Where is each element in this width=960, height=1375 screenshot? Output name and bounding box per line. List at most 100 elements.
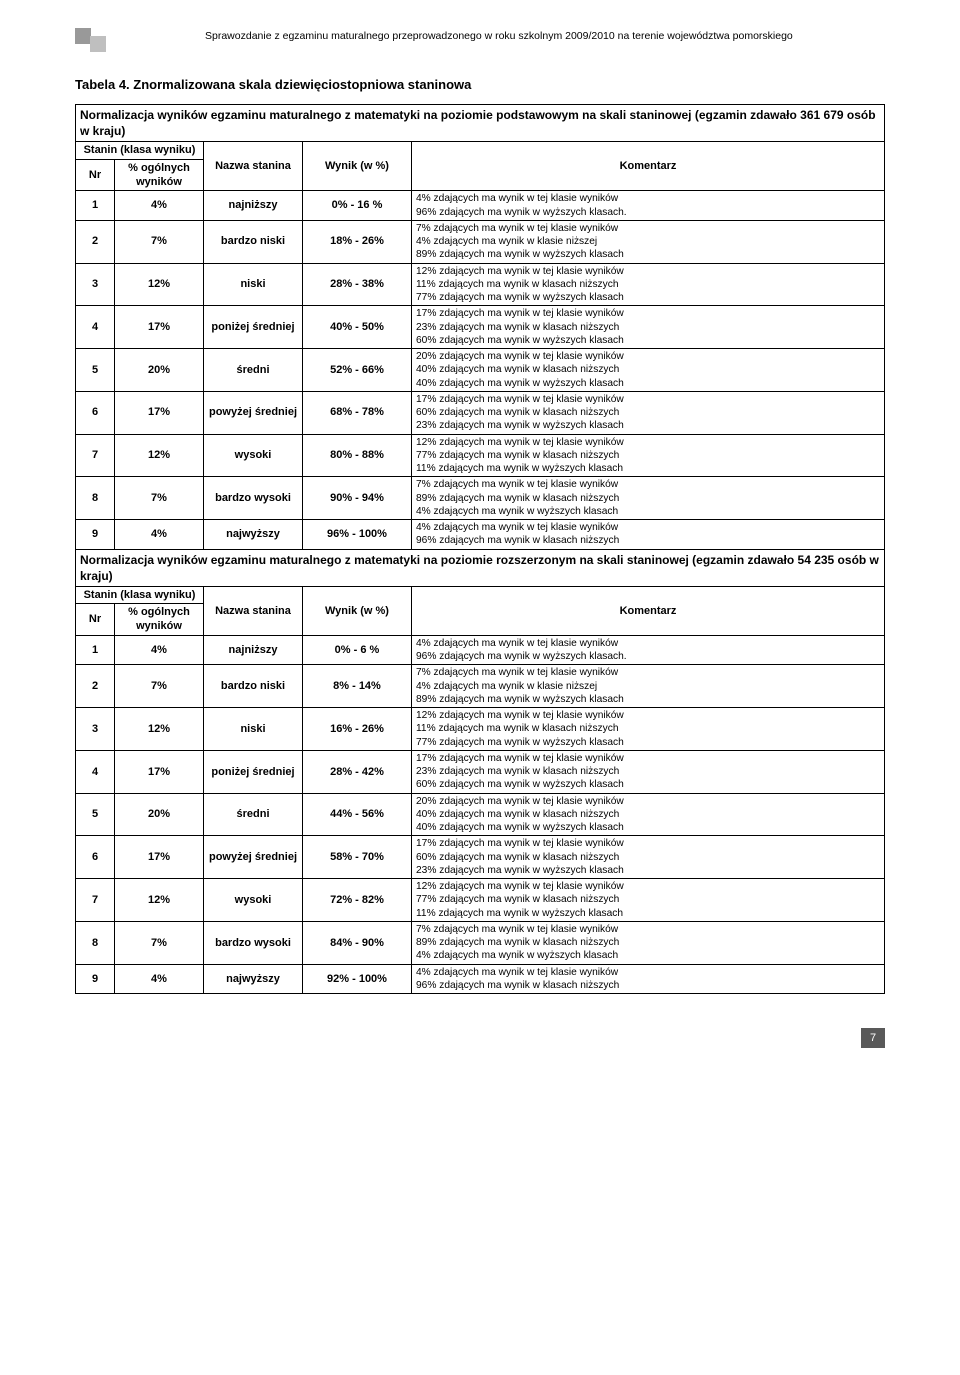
- cell-wynik: 16% - 26%: [303, 708, 412, 751]
- cell-wynik: 90% - 94%: [303, 477, 412, 520]
- cell-pct: 20%: [115, 349, 204, 392]
- table-title: Tabela 4. Znormalizowana skala dziewięci…: [75, 77, 885, 92]
- col-komentarz: Komentarz: [412, 142, 885, 191]
- page-footer: 7: [75, 1024, 885, 1048]
- cell-nazwa: bardzo wysoki: [204, 477, 303, 520]
- cell-pct: 4%: [115, 964, 204, 994]
- cell-komentarz: 12% zdających ma wynik w tej klasie wyni…: [412, 263, 885, 306]
- table-row: 312%niski28% - 38%12% zdających ma wynik…: [76, 263, 885, 306]
- cell-nr: 8: [76, 921, 115, 964]
- cell-komentarz: 7% zdających ma wynik w tej klasie wynik…: [412, 665, 885, 708]
- table-row: 87%bardzo wysoki90% - 94%7% zdających ma…: [76, 477, 885, 520]
- cell-nr: 3: [76, 263, 115, 306]
- cell-komentarz: 4% zdających ma wynik w tej klasie wynik…: [412, 964, 885, 994]
- section2-heading: Normalizacja wyników egzaminu maturalneg…: [75, 550, 885, 586]
- cell-pct: 17%: [115, 391, 204, 434]
- cell-nazwa: niski: [204, 708, 303, 751]
- table-row: 27%bardzo niski8% - 14%7% zdających ma w…: [76, 665, 885, 708]
- cell-komentarz: 17% zdających ma wynik w tej klasie wyni…: [412, 836, 885, 879]
- cell-wynik: 0% - 6 %: [303, 635, 412, 665]
- cell-nazwa: niski: [204, 263, 303, 306]
- cell-pct: 4%: [115, 520, 204, 550]
- cell-nazwa: bardzo wysoki: [204, 921, 303, 964]
- cell-nr: 9: [76, 520, 115, 550]
- cell-wynik: 84% - 90%: [303, 921, 412, 964]
- cell-nazwa: bardzo niski: [204, 220, 303, 263]
- col-komentarz-2: Komentarz: [412, 586, 885, 635]
- cell-nr: 3: [76, 708, 115, 751]
- cell-pct: 7%: [115, 921, 204, 964]
- col-nazwa: Nazwa stanina: [204, 142, 303, 191]
- cell-pct: 12%: [115, 434, 204, 477]
- table-row: 417%poniżej średniej28% - 42%17% zdający…: [76, 750, 885, 793]
- table-row: 520%średni52% - 66%20% zdających ma wyni…: [76, 349, 885, 392]
- cell-pct: 4%: [115, 635, 204, 665]
- cell-komentarz: 17% zdających ma wynik w tej klasie wyni…: [412, 750, 885, 793]
- cell-nr: 2: [76, 220, 115, 263]
- cell-wynik: 0% - 16 %: [303, 191, 412, 221]
- cell-nazwa: poniżej średniej: [204, 750, 303, 793]
- cell-komentarz: 12% zdających ma wynik w tej klasie wyni…: [412, 434, 885, 477]
- table-row: 94%najwyższy96% - 100%4% zdających ma wy…: [76, 520, 885, 550]
- col-wynik-2: Wynik (w %): [303, 586, 412, 635]
- cell-nazwa: najwyższy: [204, 964, 303, 994]
- col-stanin: Stanin (klasa wyniku): [76, 142, 204, 159]
- cell-nazwa: bardzo niski: [204, 665, 303, 708]
- cell-nr: 4: [76, 306, 115, 349]
- cell-wynik: 8% - 14%: [303, 665, 412, 708]
- cell-nr: 4: [76, 750, 115, 793]
- page-number: 7: [861, 1028, 885, 1048]
- cell-komentarz: 4% zdających ma wynik w tej klasie wynik…: [412, 520, 885, 550]
- cell-pct: 7%: [115, 477, 204, 520]
- cell-nr: 1: [76, 191, 115, 221]
- cell-komentarz: 12% zdających ma wynik w tej klasie wyni…: [412, 879, 885, 922]
- col-pct: % ogólnych wyników: [115, 159, 204, 191]
- cell-pct: 20%: [115, 793, 204, 836]
- col-wynik: Wynik (w %): [303, 142, 412, 191]
- cell-nazwa: średni: [204, 793, 303, 836]
- cell-komentarz: 4% zdających ma wynik w tej klasie wynik…: [412, 191, 885, 221]
- table-row: 312%niski16% - 26%12% zdających ma wynik…: [76, 708, 885, 751]
- cell-komentarz: 17% zdających ma wynik w tej klasie wyni…: [412, 306, 885, 349]
- header-decoration: [75, 28, 105, 44]
- cell-nr: 1: [76, 635, 115, 665]
- cell-wynik: 18% - 26%: [303, 220, 412, 263]
- table-row: 520%średni44% - 56%20% zdających ma wyni…: [76, 793, 885, 836]
- cell-nazwa: najniższy: [204, 191, 303, 221]
- cell-nazwa: najwyższy: [204, 520, 303, 550]
- cell-pct: 17%: [115, 306, 204, 349]
- cell-wynik: 28% - 38%: [303, 263, 412, 306]
- cell-wynik: 44% - 56%: [303, 793, 412, 836]
- cell-pct: 12%: [115, 708, 204, 751]
- cell-wynik: 40% - 50%: [303, 306, 412, 349]
- cell-pct: 12%: [115, 879, 204, 922]
- page-header: Sprawozdanie z egzaminu maturalnego prze…: [75, 30, 885, 42]
- cell-nr: 2: [76, 665, 115, 708]
- cell-nazwa: średni: [204, 349, 303, 392]
- cell-komentarz: 17% zdających ma wynik w tej klasie wyni…: [412, 391, 885, 434]
- table-row: 617%powyżej średniej58% - 70%17% zdający…: [76, 836, 885, 879]
- cell-nr: 7: [76, 434, 115, 477]
- cell-wynik: 80% - 88%: [303, 434, 412, 477]
- cell-pct: 4%: [115, 191, 204, 221]
- table-row: 27%bardzo niski18% - 26%7% zdających ma …: [76, 220, 885, 263]
- cell-nr: 7: [76, 879, 115, 922]
- table-row: 14%najniższy0% - 16 %4% zdających ma wyn…: [76, 191, 885, 221]
- table-row: 87%bardzo wysoki84% - 90%7% zdających ma…: [76, 921, 885, 964]
- cell-nr: 5: [76, 349, 115, 392]
- table-row: 617%powyżej średniej68% - 78%17% zdający…: [76, 391, 885, 434]
- stanin-table-2: Stanin (klasa wyniku) Nazwa stanina Wyni…: [75, 586, 885, 994]
- cell-nazwa: wysoki: [204, 879, 303, 922]
- col-nazwa-2: Nazwa stanina: [204, 586, 303, 635]
- cell-nr: 5: [76, 793, 115, 836]
- cell-wynik: 92% - 100%: [303, 964, 412, 994]
- cell-pct: 7%: [115, 220, 204, 263]
- cell-komentarz: 7% zdających ma wynik w tej klasie wynik…: [412, 220, 885, 263]
- cell-nazwa: powyżej średniej: [204, 391, 303, 434]
- table-row: 417%poniżej średniej40% - 50%17% zdający…: [76, 306, 885, 349]
- cell-nr: 9: [76, 964, 115, 994]
- cell-nr: 6: [76, 836, 115, 879]
- cell-pct: 17%: [115, 836, 204, 879]
- table-row: 712%wysoki72% - 82%12% zdających ma wyni…: [76, 879, 885, 922]
- cell-nazwa: wysoki: [204, 434, 303, 477]
